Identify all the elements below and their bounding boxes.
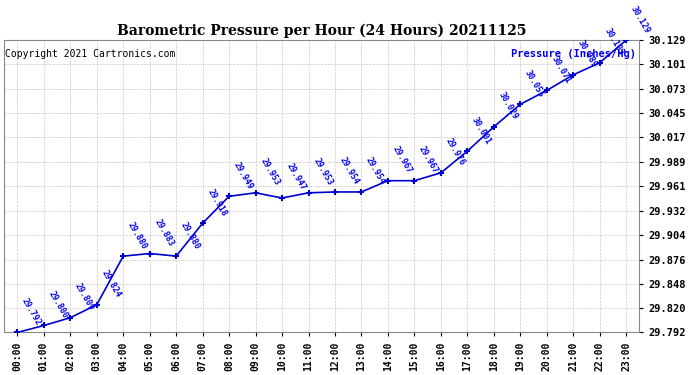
Text: 29.953: 29.953 — [311, 157, 334, 187]
Text: 29.918: 29.918 — [206, 187, 228, 218]
Text: 29.954: 29.954 — [337, 156, 361, 186]
Text: Copyright 2021 Cartronics.com: Copyright 2021 Cartronics.com — [6, 49, 176, 59]
Title: Barometric Pressure per Hour (24 Hours) 20211125: Barometric Pressure per Hour (24 Hours) … — [117, 23, 526, 38]
Text: 29.824: 29.824 — [99, 268, 122, 299]
Text: Pressure (Inches/Hg): Pressure (Inches/Hg) — [511, 49, 636, 59]
Text: 30.103: 30.103 — [602, 27, 625, 57]
Text: 30.055: 30.055 — [523, 68, 546, 99]
Text: 30.071: 30.071 — [549, 54, 572, 85]
Text: 30.001: 30.001 — [470, 115, 493, 146]
Text: 29.954: 29.954 — [364, 156, 387, 186]
Text: 29.880: 29.880 — [179, 220, 201, 251]
Text: 29.967: 29.967 — [417, 145, 440, 175]
Text: 29.792: 29.792 — [20, 296, 43, 327]
Text: 29.947: 29.947 — [285, 162, 308, 192]
Text: 29.809: 29.809 — [73, 282, 96, 312]
Text: 29.976: 29.976 — [444, 137, 466, 167]
Text: 29.883: 29.883 — [152, 217, 175, 248]
Text: 30.129: 30.129 — [629, 4, 651, 34]
Text: 29.880: 29.880 — [126, 220, 149, 251]
Text: 30.089: 30.089 — [576, 39, 599, 69]
Text: 29.800: 29.800 — [47, 290, 70, 320]
Text: 29.949: 29.949 — [232, 160, 255, 191]
Text: 29.953: 29.953 — [258, 157, 281, 187]
Text: 29.967: 29.967 — [391, 145, 413, 175]
Text: 30.029: 30.029 — [497, 91, 520, 122]
